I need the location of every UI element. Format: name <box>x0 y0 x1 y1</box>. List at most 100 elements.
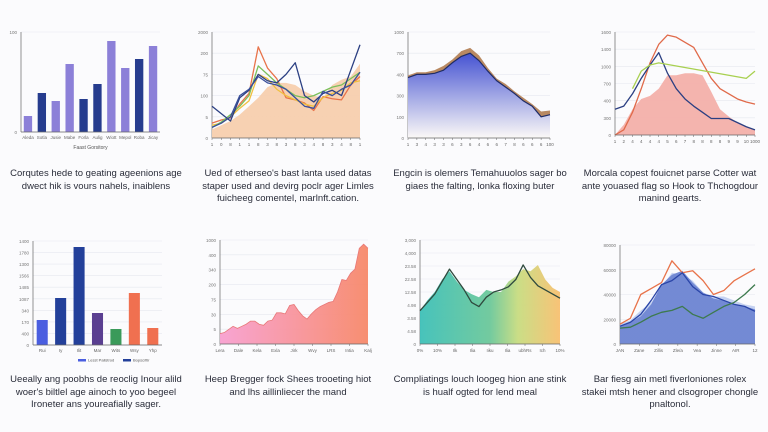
chart-caption: Bar fiesg ain metl fiverloniones rolex s… <box>581 374 759 410</box>
bar <box>73 247 85 345</box>
y-tick-label: 30 <box>211 312 217 317</box>
x-tick-label: 6 <box>540 142 543 147</box>
y-tick-label: 5 <box>205 115 208 120</box>
y-tick-label: 300 <box>603 116 611 121</box>
x-tick-label: 3 <box>331 142 334 147</box>
chart-caption: Morcala copest fouicnet parse Cotter wat… <box>581 168 759 204</box>
x-tick-label: 0 <box>220 142 223 147</box>
x-tick-label: 3 <box>266 142 269 147</box>
chart-caption: Corqutes hede to geating ageenions age d… <box>10 168 182 192</box>
bar <box>134 59 144 132</box>
x-tick-label: 8 <box>701 139 704 144</box>
y-tick-label: 3,000 <box>405 238 417 243</box>
x-tick-label: 4 <box>478 142 481 147</box>
x-tick-label: Ilit <box>77 348 82 353</box>
series-area <box>212 63 360 138</box>
y-tick-label: 340 <box>208 268 216 273</box>
y-tick-label: 0 <box>14 130 17 135</box>
legend-label: Bopsc/ltir <box>133 358 150 363</box>
x-tick-label: Roba <box>134 135 145 140</box>
y-tick-label: 75 <box>203 72 209 77</box>
chart-caption: Ued of etherseo's bast lanta used datas … <box>202 168 374 204</box>
bar <box>37 93 47 132</box>
x-tick-label: Zane <box>634 348 645 353</box>
x-tick-label: 4 <box>631 139 634 144</box>
x-tick-label: 8 <box>719 139 722 144</box>
x-tick-label: 9 <box>727 139 730 144</box>
series-line <box>614 34 756 136</box>
y-tick-label: 400 <box>208 253 216 258</box>
y-tick-label: 40000 <box>603 293 616 298</box>
x-tick-label: Wiott <box>106 135 117 140</box>
bar <box>51 101 60 132</box>
x-tick-label: 3 <box>303 142 306 147</box>
y-tick-label: 80000 <box>603 243 616 248</box>
legend-swatch <box>123 359 131 362</box>
bar <box>121 68 130 132</box>
x-tick-label: Iiku <box>486 348 494 353</box>
chart-caption: Compliatings louch loogeg hion ane stink… <box>393 374 567 398</box>
chart-panel-6: 0 5 30 75 200 340 400 1000 Lera Dale Kela Exla Jirk W… <box>206 238 372 353</box>
series-area <box>408 53 550 139</box>
series-line <box>619 284 756 329</box>
y-tick-label: 0 <box>608 133 611 138</box>
y-tick-label: 1000 <box>601 64 612 69</box>
y-tick-label: 1087 <box>19 297 30 302</box>
y-tick-label: 1400 <box>19 239 30 244</box>
series-area <box>420 264 560 344</box>
x-tick-label: 6 <box>451 142 454 147</box>
x-tick-label: 10% <box>433 348 442 353</box>
x-tick-label: 0% <box>417 348 424 353</box>
x-tick-label: 10 <box>744 139 750 144</box>
x-tick-label: 1 <box>614 139 617 144</box>
x-tick-label: AIR <box>732 348 740 353</box>
y-tick-label: 2000 <box>198 30 209 35</box>
x-tick-label: 7 <box>504 142 507 147</box>
y-tick-label: 0 <box>413 342 416 347</box>
chart-panel-8: 0 20000 40000 60000 80000 JAN Zane Zillis Zle/a V… <box>603 243 758 353</box>
x-tick-label: Iy <box>59 348 63 353</box>
x-tick-label: 1 <box>211 142 214 147</box>
x-axis-label: Faast Gorsitory <box>73 145 108 151</box>
x-tick-label: 12 <box>752 348 758 353</box>
y-tick-label: 700 <box>603 82 611 87</box>
x-tick-label: Forla <box>78 135 89 140</box>
chart-caption: Ueeally ang poobhs de reoclig Inour alil… <box>10 374 182 410</box>
y-tick-label: 23.58 <box>405 264 417 269</box>
bar <box>93 84 102 132</box>
bar <box>55 298 67 345</box>
y-tick-label: 300 <box>396 94 404 99</box>
x-tick-label: JAN <box>616 348 625 353</box>
x-tick-label: Kela <box>252 348 262 353</box>
series-area <box>220 244 368 344</box>
y-tick-label: 1400 <box>601 47 612 52</box>
y-tick-label: 0 <box>213 342 216 347</box>
y-tick-label: 400 <box>603 99 611 104</box>
series-line <box>219 243 369 334</box>
x-tick-label: 8 <box>275 142 278 147</box>
chart-caption: Heep Bregger fock Shees trooeting hiot a… <box>204 374 372 398</box>
bar <box>128 293 140 345</box>
x-tick-label: 8 <box>294 142 297 147</box>
y-tick-label: 75 <box>211 297 217 302</box>
y-tick-label: 4,000 <box>405 251 417 256</box>
x-tick-label: 3 <box>460 142 463 147</box>
x-tick-label: 4 <box>640 139 643 144</box>
x-tick-label: Vea <box>693 348 701 353</box>
x-tick-label: 8 <box>257 142 260 147</box>
x-tick-label: Dale <box>234 348 244 353</box>
x-tick-label: 10% <box>555 348 564 353</box>
y-tick-label: 20000 <box>603 317 616 322</box>
series-area <box>620 270 755 344</box>
series-line <box>211 44 361 122</box>
x-tick-label: Wsy <box>130 348 139 353</box>
bar <box>36 320 48 345</box>
y-tick-label: 700 <box>396 51 404 56</box>
y-tick-label: 1300 <box>19 262 30 267</box>
x-tick-label: 8 <box>710 139 713 144</box>
x-tick-label: Ilia <box>505 348 511 353</box>
x-tick-label: 100 <box>546 142 554 147</box>
chart-panel-7: 0 4.58 3.58 4.98 12.58 22.58 23.58 4,000 3,000 0%… <box>405 238 565 353</box>
x-tick-label: Aulig <box>92 135 103 140</box>
